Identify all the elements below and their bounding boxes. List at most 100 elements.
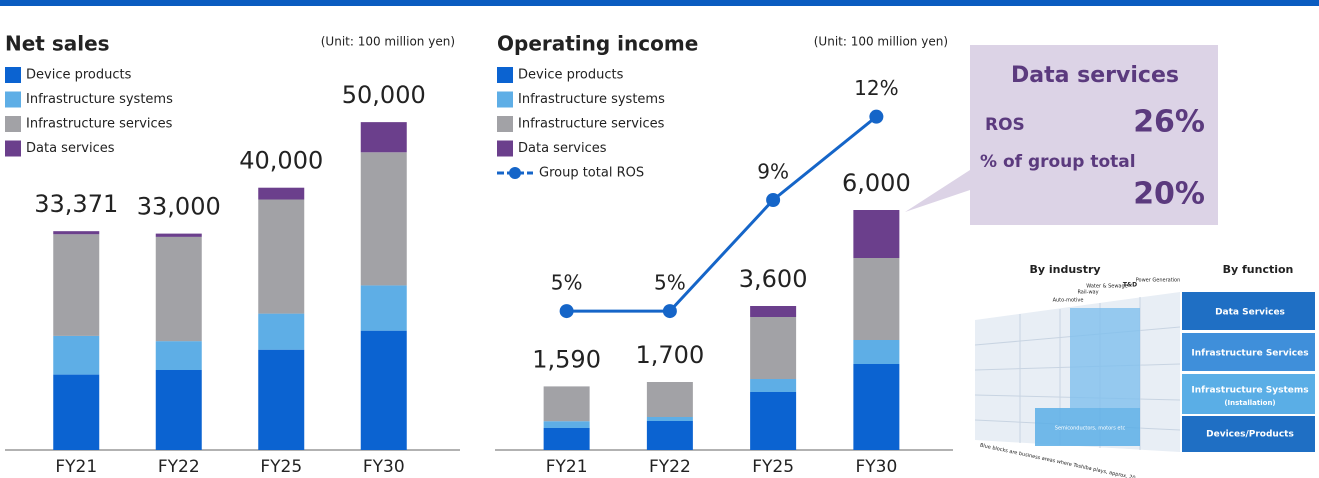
callout-title: Data services: [1011, 63, 1179, 88]
bar-segment: [853, 210, 900, 258]
function-label: Data Services: [1215, 308, 1285, 318]
function-row: [1182, 292, 1315, 330]
legend-label: Infrastructure systems: [26, 92, 173, 107]
top-band: [0, 0, 1319, 6]
legend-label: Infrastructure systems: [518, 92, 665, 107]
legend-swatch: [497, 91, 513, 108]
total-label: 40,000: [239, 147, 323, 175]
total-label: 1,700: [636, 341, 705, 369]
unit-label: (Unit: 100 million yen): [814, 35, 948, 49]
bar-segment: [258, 187, 305, 200]
function-label: Devices/Products: [1206, 430, 1294, 440]
bar-segment: [360, 122, 407, 153]
legend-swatch: [5, 116, 21, 132]
diagram-block: [1070, 308, 1140, 408]
callout-value: 20%: [1133, 177, 1205, 212]
bar-segment: [155, 370, 202, 450]
line: [566, 115, 878, 313]
bar-segment: [155, 236, 202, 342]
x-tick-label: FY30: [855, 457, 897, 477]
legend-label: Group total ROS: [539, 166, 644, 181]
x-tick-label: FY21: [546, 457, 588, 477]
bar-segment: [543, 421, 590, 428]
callout-value: 26%: [1133, 105, 1205, 140]
legend-label: Data services: [26, 141, 115, 156]
bar-segment: [853, 340, 900, 364]
function-sublabel: (Installation): [1224, 399, 1275, 407]
bar-segment: [543, 428, 590, 450]
legend-label: Data services: [518, 141, 607, 156]
legend-label: Infrastructure services: [518, 117, 665, 132]
bar-segment: [258, 313, 305, 350]
bar-segment: [258, 199, 305, 314]
line-marker: [662, 304, 677, 319]
diagram-highlight: Semiconductors, motors etc: [1055, 426, 1126, 432]
total-label: 1,590: [532, 345, 601, 373]
bar-segment: [853, 258, 900, 340]
bar-segment: [53, 335, 100, 375]
bar-segment: [360, 152, 407, 286]
total-label: 33,371: [34, 190, 118, 218]
total-label: 33,000: [137, 193, 221, 221]
line-marker: [766, 193, 781, 207]
x-tick-label: FY21: [55, 457, 97, 477]
legend-swatch: [497, 116, 513, 132]
line-value-label: 9%: [757, 160, 789, 184]
chart-title: Net sales: [5, 32, 110, 56]
function-label: Infrastructure Services: [1191, 349, 1308, 359]
bar-segment: [360, 330, 407, 450]
industry-label: Water & Sewage: [1086, 284, 1128, 290]
diagram-heading: By industry: [1029, 263, 1100, 276]
line-marker: [869, 109, 884, 124]
diagram-block: [1035, 408, 1140, 446]
diagram: By industry By function Data Services In…: [974, 263, 1315, 478]
bar-segment: [258, 349, 305, 450]
bar-segment: [750, 317, 797, 379]
bar-segment: [646, 382, 693, 417]
x-tick-label: FY25: [260, 457, 302, 477]
industry-label: Rail-way: [1077, 290, 1098, 296]
total-label: 50,000: [342, 81, 426, 109]
legend-swatch: [5, 140, 21, 157]
total-label: 3,600: [739, 265, 808, 293]
charts: Net sales (Unit: 100 million yen) Device p…: [5, 32, 953, 477]
legend-swatch: [5, 67, 21, 83]
legend-label: Device products: [26, 68, 132, 83]
legend-swatch: [497, 67, 513, 83]
legend-swatch: [497, 140, 513, 157]
callout: Data services ROS 26% % of group total 2…: [905, 45, 1218, 225]
bar-segment: [155, 341, 202, 370]
chart-title: Operating income: [497, 32, 698, 56]
function-row: [1182, 374, 1315, 414]
line-value-label: 5%: [551, 271, 583, 295]
bar-segment: [543, 386, 590, 422]
legend-label: Device products: [518, 68, 624, 83]
line-value-label: 12%: [854, 76, 898, 100]
function-label: Infrastructure Systems: [1191, 386, 1308, 396]
callout-box: [905, 45, 1218, 225]
bar-segment: [646, 417, 693, 421]
x-tick-label: FY22: [158, 457, 200, 477]
total-label: 6,000: [842, 169, 911, 197]
bar-segment: [155, 233, 202, 237]
callout-label: % of group total: [980, 152, 1136, 172]
x-tick-label: FY30: [363, 457, 405, 477]
legend-marker: [509, 167, 521, 179]
bar-segment: [646, 421, 693, 450]
callout-label: ROS: [985, 115, 1025, 135]
line-marker: [559, 304, 574, 319]
x-tick-label: FY22: [649, 457, 691, 477]
bar-segment: [853, 364, 900, 450]
unit-label: (Unit: 100 million yen): [321, 35, 455, 49]
line-value-label: 5%: [654, 271, 686, 295]
industry-label: Power Generation: [1136, 278, 1181, 284]
bar-segment: [750, 379, 797, 392]
diagram-heading: By function: [1223, 263, 1294, 276]
legend-label: Infrastructure services: [26, 117, 173, 132]
bar-segment: [360, 285, 407, 331]
industry-label: T&D: [1123, 282, 1137, 289]
bar-segment: [750, 306, 797, 317]
bar-segment: [53, 374, 100, 450]
bar-segment: [53, 234, 100, 336]
